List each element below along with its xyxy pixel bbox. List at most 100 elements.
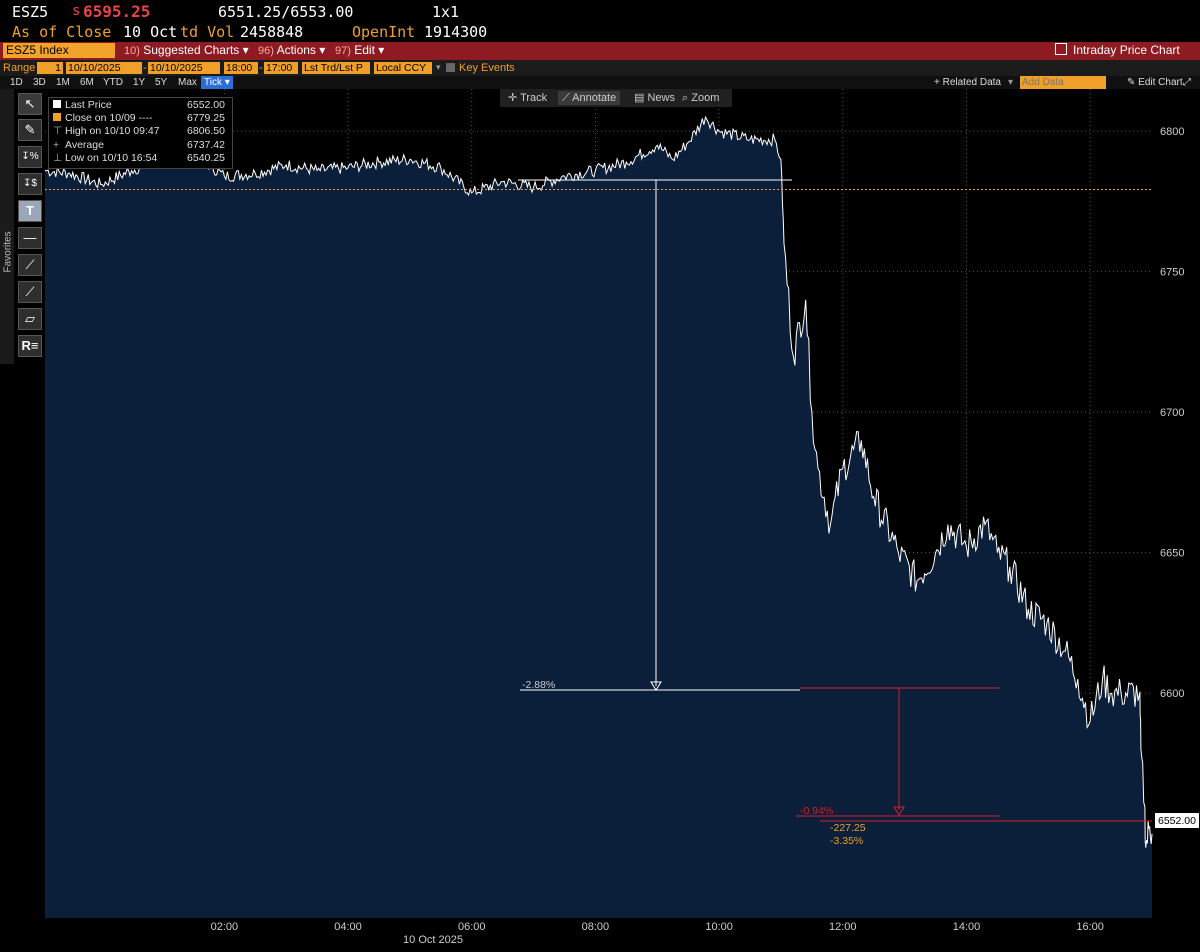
open-interest: 1914300 bbox=[424, 23, 488, 41]
range-end-date[interactable]: 10/10/2025 bbox=[148, 62, 220, 74]
open-interest-label: OpenInt bbox=[352, 23, 416, 41]
period-max[interactable]: Max bbox=[178, 77, 197, 88]
y-tick-label: 6750 bbox=[1160, 267, 1184, 279]
dollar-measure-icon[interactable]: ↧$ bbox=[18, 173, 42, 195]
related-data-button[interactable]: + Related Data bbox=[934, 77, 1001, 88]
actions-button[interactable]: 96) Actions ▾ bbox=[258, 43, 325, 58]
suggested-charts-button[interactable]: 10) Suggested Charts ▾ bbox=[124, 43, 249, 58]
measure2-label: -0.94% bbox=[800, 805, 833, 817]
chevron-down-icon: ▾ bbox=[378, 43, 385, 57]
security-field[interactable]: ESZ5 Index bbox=[3, 43, 115, 58]
favorites-tab[interactable]: Favorites bbox=[0, 89, 14, 364]
bid-ask: 6551.25/6553.00 bbox=[218, 3, 354, 21]
range-end-time[interactable]: 17:00 bbox=[264, 62, 298, 74]
x-tick-label: 08:00 bbox=[582, 921, 610, 933]
chart-title-button[interactable]: Intraday Price Chart bbox=[1055, 43, 1180, 58]
legend-last-label: Last Price bbox=[65, 99, 112, 111]
pointer-icon[interactable]: ↖ bbox=[18, 93, 42, 115]
legend-high-value: 6806.50 bbox=[187, 125, 225, 137]
last-price-swatch bbox=[53, 100, 61, 108]
legend-close-value: 6779.25 bbox=[187, 112, 225, 124]
price-area bbox=[45, 117, 1152, 919]
x-axis: 02:00 04:00 06:00 08:00 10:00 12:00 14:00 16:00 bbox=[211, 921, 1104, 933]
period-1y[interactable]: 1Y bbox=[133, 77, 146, 88]
as-of-label: As of Close bbox=[12, 23, 112, 41]
edit-chart-label: Edit Chart bbox=[1138, 77, 1183, 88]
suggested-num: 10) bbox=[124, 45, 140, 57]
horizontal-line-icon[interactable]: — bbox=[18, 227, 42, 249]
news-label: News bbox=[647, 92, 675, 104]
x-tick-label: 02:00 bbox=[211, 921, 239, 933]
net-change-pct: -3.35% bbox=[830, 835, 863, 847]
chevron-down-icon[interactable]: ▾ bbox=[436, 62, 441, 72]
price-mode-select[interactable]: Lst Trd/Lst P bbox=[302, 62, 370, 74]
chevron-down-icon: ▾ bbox=[319, 43, 326, 57]
x-tick-label: 12:00 bbox=[829, 921, 857, 933]
trend-line-icon[interactable]: ⟋ bbox=[18, 254, 42, 276]
edit-label: Edit bbox=[354, 43, 375, 57]
text-tool-icon[interactable]: T bbox=[18, 200, 42, 222]
range-dash: - bbox=[143, 62, 147, 74]
pen-icon[interactable]: ✎ bbox=[18, 119, 42, 141]
edit-button[interactable]: 97) Edit ▾ bbox=[335, 43, 384, 58]
x-tick-label: 04:00 bbox=[334, 921, 362, 933]
actions-num: 96) bbox=[258, 45, 274, 57]
annotate-icon: ⟋ bbox=[562, 92, 570, 104]
period-5y[interactable]: 5Y bbox=[155, 77, 168, 88]
track-label: Track bbox=[520, 92, 548, 104]
news-icon: ▤ bbox=[634, 92, 645, 104]
y-tick-label: 6650 bbox=[1160, 548, 1184, 560]
last-price: 6595.25 bbox=[83, 2, 151, 21]
volume-label: td Vol bbox=[180, 23, 235, 41]
quote-header: ESZ5 s 6595.25 6551.25/6553.00 1x1 As of… bbox=[0, 0, 1200, 42]
legend[interactable]: Last Price 6552.00 Close on 10/09 ---- 677… bbox=[48, 97, 233, 169]
edit-icon: ✎ bbox=[1127, 77, 1136, 88]
track-button[interactable]: ✛ Track bbox=[508, 91, 547, 105]
period-ytd[interactable]: YTD bbox=[103, 77, 123, 88]
period-tick-label: Tick bbox=[204, 77, 222, 88]
legend-low-value: 6540.25 bbox=[187, 152, 225, 164]
range-start-date[interactable]: 10/10/2025 bbox=[66, 62, 142, 74]
zoom-button[interactable]: ⌕ Zoom bbox=[682, 91, 719, 105]
range-dash: - bbox=[259, 62, 263, 74]
as-of-date: 10 Oct bbox=[123, 23, 178, 41]
news-button[interactable]: ▤ News bbox=[634, 91, 675, 105]
edit-num: 97) bbox=[335, 45, 351, 57]
period-6m[interactable]: 6M bbox=[80, 77, 94, 88]
ticker: ESZ5 bbox=[12, 3, 49, 21]
ray-line-icon[interactable]: ⟋ bbox=[18, 281, 42, 303]
percent-measure-icon[interactable]: ↧% bbox=[18, 146, 42, 168]
more-tools-icon[interactable]: R≡ bbox=[18, 335, 42, 357]
key-events-checkbox[interactable] bbox=[446, 63, 455, 72]
period-tick[interactable]: Tick ▾ bbox=[201, 76, 233, 89]
last-price-tag bbox=[1155, 813, 1199, 828]
annotate-button[interactable]: ⟋ Annotate bbox=[558, 91, 621, 105]
legend-high-label: High on 10/10 09:47 bbox=[65, 125, 160, 137]
zoom-icon: ⌕ bbox=[682, 92, 689, 104]
range-count[interactable]: 1 bbox=[37, 62, 63, 74]
edit-chart-button[interactable]: ✎ Edit Chart bbox=[1127, 76, 1183, 89]
function-toolbar: ESZ5 Index 10) Suggested Charts ▾ 96) Ac… bbox=[0, 42, 1200, 60]
x-date-label: 10 Oct 2025 bbox=[403, 934, 463, 946]
close-swatch bbox=[53, 113, 61, 121]
price-prefix: s bbox=[72, 3, 81, 19]
measure1-label: -2.88% bbox=[522, 679, 555, 691]
currency-select[interactable]: Local CCY bbox=[374, 62, 432, 74]
legend-close-label: Close on 10/09 ---- bbox=[65, 112, 153, 124]
chevron-down-icon: ▾ bbox=[242, 43, 249, 57]
x-tick-label: 16:00 bbox=[1076, 921, 1104, 933]
chart-title: Intraday Price Chart bbox=[1073, 43, 1180, 57]
x-tick-label: 06:00 bbox=[458, 921, 486, 933]
period-3d[interactable]: 3D bbox=[33, 77, 46, 88]
chevron-down-icon[interactable]: ▾ bbox=[1008, 77, 1014, 88]
range-start-time[interactable]: 18:00 bbox=[224, 62, 258, 74]
period-1m[interactable]: 1M bbox=[56, 77, 70, 88]
x-tick-label: 14:00 bbox=[953, 921, 981, 933]
legend-average-label: Average bbox=[65, 139, 104, 151]
add-data-input[interactable] bbox=[1020, 76, 1106, 89]
measure1-arrowhead bbox=[650, 681, 662, 691]
period-1d[interactable]: 1D bbox=[10, 77, 23, 88]
fullscreen-icon[interactable]: ⤢ bbox=[1183, 77, 1191, 88]
channel-icon[interactable]: ▱ bbox=[18, 308, 42, 330]
